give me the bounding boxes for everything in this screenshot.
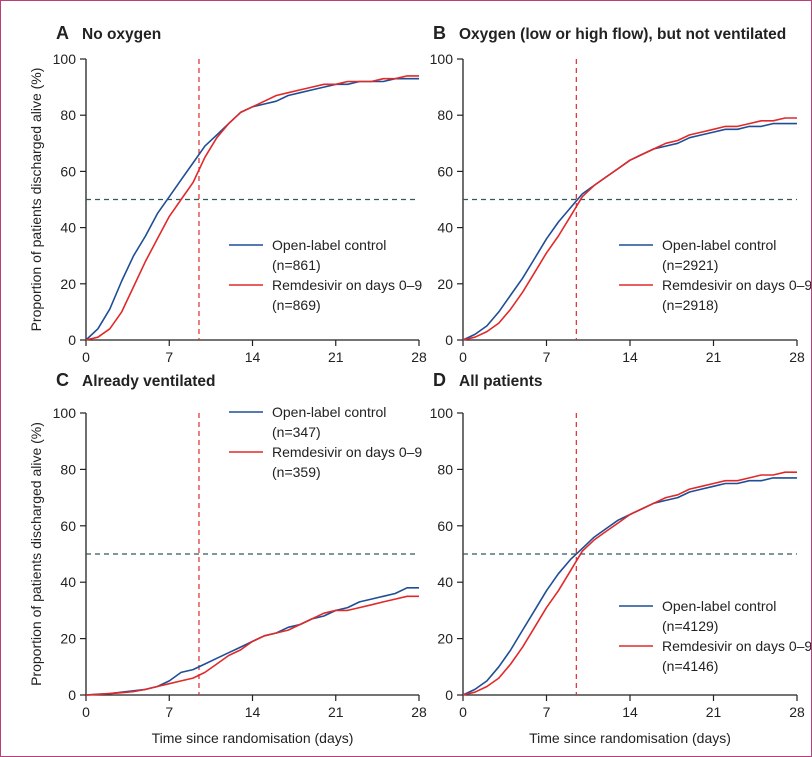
panel-a-legend-label: Remdesivir on days 0–9 bbox=[272, 277, 422, 293]
x-axis-title: Time since randomisation (days) bbox=[152, 730, 354, 746]
panel-d-title: All patients bbox=[459, 373, 543, 390]
panel-d-y-tick-label: 100 bbox=[430, 405, 454, 421]
panel-b-y-tick-label: 0 bbox=[445, 332, 453, 348]
y-axis-title: Proportion of patients discharged alive … bbox=[28, 422, 44, 686]
panel-c-x-tick-label: 0 bbox=[82, 704, 90, 720]
panel-d-y-tick-label: 80 bbox=[437, 461, 453, 477]
panel-d-x-tick-label: 0 bbox=[459, 704, 467, 720]
panel-d-y-tick-label: 40 bbox=[437, 574, 453, 590]
panel-c-title: Already ventilated bbox=[82, 373, 216, 390]
panel-a-x-tick-label: 28 bbox=[411, 349, 427, 365]
panel-d-remdesivir-line bbox=[462, 471, 797, 696]
panel-c-y-tick-label: 0 bbox=[68, 687, 76, 703]
panel-c-y-tick-label: 60 bbox=[60, 518, 76, 534]
panel-d-control-line bbox=[462, 477, 797, 696]
panel-a-remdesivir-line bbox=[85, 75, 419, 341]
panel-c-y-tick-label: 20 bbox=[60, 631, 76, 647]
panel-a-legend-label: Open-label control bbox=[272, 237, 386, 253]
panel-d-x-tick-label: 28 bbox=[789, 704, 805, 720]
panel-a-letter: A bbox=[56, 23, 69, 43]
panel-a-control-line bbox=[85, 77, 419, 341]
panel-c-x-tick-label: 21 bbox=[328, 704, 344, 720]
panel-c-y-tick-label: 100 bbox=[53, 405, 77, 421]
panel-a-title: No oxygen bbox=[82, 26, 161, 43]
panel-b-legend-n: (n=2918) bbox=[662, 297, 718, 313]
panel-b-control-line bbox=[462, 122, 797, 341]
panel-a-y-tick-label: 60 bbox=[60, 163, 76, 179]
panel-b-x-tick-label: 7 bbox=[543, 349, 551, 365]
panel-d-legend-label: Remdesivir on days 0–9 bbox=[662, 638, 811, 654]
panel-d-legend-n: (n=4146) bbox=[662, 658, 718, 674]
panel-a-legend-n: (n=869) bbox=[272, 297, 321, 313]
panel-d-legend-label: Open-label control bbox=[662, 598, 776, 614]
panel-d-x-tick-label: 21 bbox=[706, 704, 722, 720]
panel-a-y-tick-label: 100 bbox=[53, 51, 77, 67]
panel-b-title: Oxygen (low or high flow), but not venti… bbox=[459, 26, 786, 43]
panel-a-x-tick-label: 14 bbox=[245, 349, 261, 365]
panel-a-y-tick-label: 0 bbox=[68, 332, 76, 348]
panel-d-x-tick-label: 14 bbox=[622, 704, 638, 720]
panel-b-legend-label: Open-label control bbox=[662, 237, 776, 253]
panel-b-letter: B bbox=[433, 23, 446, 43]
panel-c-x-tick-label: 7 bbox=[165, 704, 173, 720]
panel-a-x-tick-label: 21 bbox=[328, 349, 344, 365]
panel-c-y-tick-label: 80 bbox=[60, 461, 76, 477]
panel-a-x-tick-label: 7 bbox=[165, 349, 173, 365]
panel-b-x-tick-label: 14 bbox=[622, 349, 638, 365]
panel-b-y-tick-label: 80 bbox=[437, 107, 453, 123]
panel-d-y-tick-label: 60 bbox=[437, 518, 453, 534]
panel-b-y-tick-label: 40 bbox=[437, 220, 453, 236]
panel-c-y-tick-label: 40 bbox=[60, 574, 76, 590]
panel-b-y-tick-label: 20 bbox=[437, 276, 453, 292]
panel-b-x-tick-label: 0 bbox=[459, 349, 467, 365]
panel-d-letter: D bbox=[433, 370, 446, 390]
panel-b-legend-label: Remdesivir on days 0–9 bbox=[662, 277, 811, 293]
panel-c-x-tick-label: 14 bbox=[245, 704, 261, 720]
panel-d-y-tick-label: 0 bbox=[445, 687, 453, 703]
panel-d-legend-n: (n=4129) bbox=[662, 618, 718, 634]
x-axis-title: Time since randomisation (days) bbox=[529, 730, 731, 746]
panel-b-x-tick-label: 28 bbox=[789, 349, 805, 365]
y-axis-title: Proportion of patients discharged alive … bbox=[28, 68, 44, 332]
panel-c-legend-label: Remdesivir on days 0–9 bbox=[272, 444, 422, 460]
panel-b-y-tick-label: 60 bbox=[437, 163, 453, 179]
panel-a-y-tick-label: 40 bbox=[60, 220, 76, 236]
panel-c-remdesivir-line bbox=[85, 595, 419, 696]
panel-a-legend-n: (n=861) bbox=[272, 257, 321, 273]
panel-a-x-tick-label: 0 bbox=[82, 349, 90, 365]
panel-d-x-tick-label: 7 bbox=[543, 704, 551, 720]
panel-c-legend-label: Open-label control bbox=[272, 404, 386, 420]
panel-b-x-tick-label: 21 bbox=[706, 349, 722, 365]
panel-c-legend-n: (n=359) bbox=[272, 464, 321, 480]
panel-c-letter: C bbox=[56, 370, 69, 390]
panel-c-legend-n: (n=347) bbox=[272, 424, 321, 440]
panel-d-y-tick-label: 20 bbox=[437, 631, 453, 647]
panel-a-y-tick-label: 20 bbox=[60, 276, 76, 292]
panel-b-legend-n: (n=2921) bbox=[662, 257, 718, 273]
panel-a-y-tick-label: 80 bbox=[60, 107, 76, 123]
panel-b-y-tick-label: 100 bbox=[430, 51, 454, 67]
panel-b-remdesivir-line bbox=[462, 117, 797, 341]
panel-c-x-tick-label: 28 bbox=[411, 704, 427, 720]
